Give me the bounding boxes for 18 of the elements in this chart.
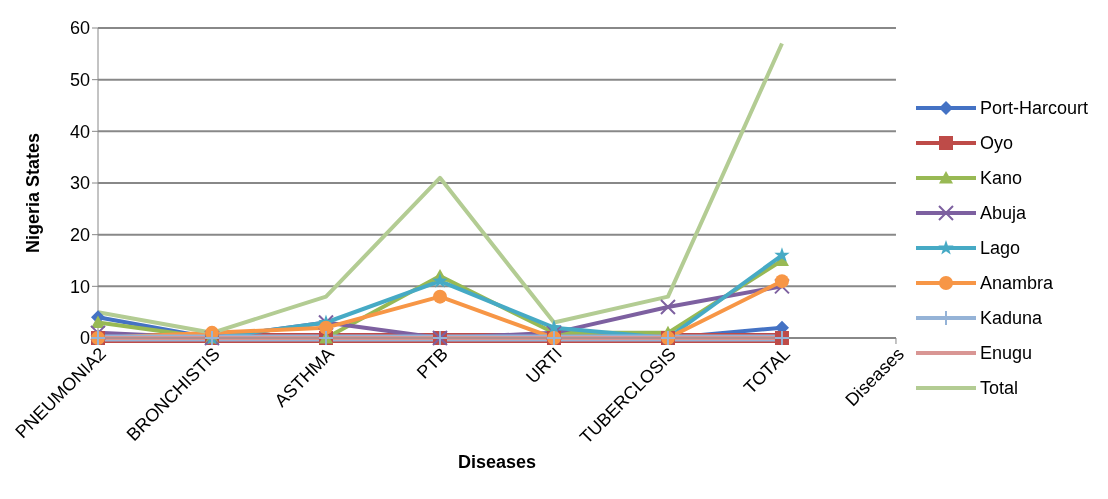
legend-label: Enugu	[979, 342, 1033, 364]
y-tick-label: 10	[69, 276, 90, 297]
y-axis-title: Nigeria States	[23, 132, 44, 253]
y-tick-label: 40	[69, 121, 90, 142]
legend-label: Anambra	[979, 272, 1054, 294]
legend-label: Kano	[979, 167, 1023, 189]
legend-label: Total	[979, 377, 1018, 399]
legend-label: Oyo	[979, 132, 1013, 154]
legend-label: Kaduna	[979, 307, 1043, 329]
legend-label: Port-Harcourt	[979, 97, 1088, 119]
legend-label: Abuja	[979, 202, 1027, 224]
y-tick-label: 20	[69, 225, 90, 246]
y-tick-label: 60	[69, 18, 90, 39]
y-tick-label: 0	[79, 328, 90, 349]
x-axis-title: Diseases	[457, 452, 537, 472]
y-tick-label: 50	[69, 70, 90, 91]
legend-label: Lago	[979, 237, 1021, 259]
y-tick-label: 30	[69, 173, 90, 194]
